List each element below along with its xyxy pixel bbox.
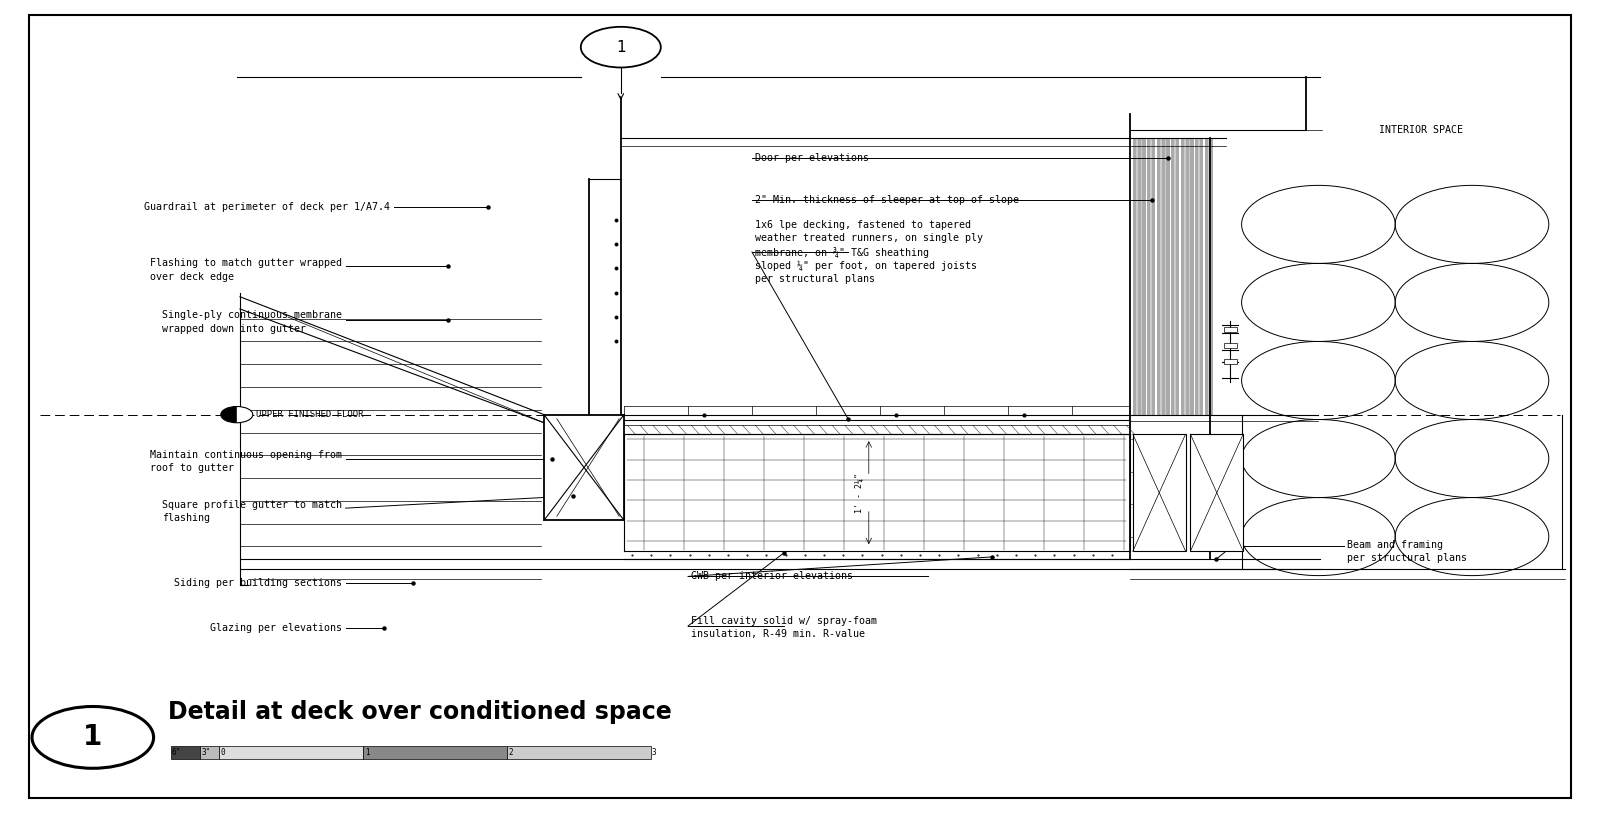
- Text: Flashing to match gutter wrapped
over deck edge: Flashing to match gutter wrapped over de…: [150, 259, 342, 281]
- Circle shape: [581, 27, 661, 67]
- Text: Single-ply continuous membrane
wrapped down into gutter: Single-ply continuous membrane wrapped d…: [163, 311, 342, 333]
- Text: INTERIOR SPACE: INTERIOR SPACE: [1379, 125, 1464, 135]
- Bar: [1190, 434, 1243, 551]
- Bar: [363, 746, 507, 759]
- Bar: [1224, 343, 1237, 348]
- Text: Guardrail at perimeter of deck per 1/A7.4: Guardrail at perimeter of deck per 1/A7.…: [144, 202, 390, 212]
- Text: 1: 1: [83, 724, 102, 751]
- Text: Door per elevations: Door per elevations: [755, 153, 869, 163]
- Bar: [507, 746, 651, 759]
- Bar: [1133, 434, 1186, 551]
- Text: Detail at deck over conditioned space: Detail at deck over conditioned space: [168, 699, 672, 724]
- Circle shape: [221, 406, 253, 423]
- Bar: [1224, 359, 1237, 364]
- Text: GWB per interior elevations: GWB per interior elevations: [691, 572, 853, 581]
- Wedge shape: [221, 406, 237, 423]
- Text: 3: 3: [651, 748, 656, 758]
- Text: Beam and framing
per structural plans: Beam and framing per structural plans: [1347, 540, 1467, 563]
- Bar: [200, 746, 219, 759]
- Text: UPPER FINISHED FLOOR: UPPER FINISHED FLOOR: [256, 410, 363, 420]
- Text: Square profile gutter to match
flashing: Square profile gutter to match flashing: [163, 500, 342, 523]
- Text: Maintain continuous opening from
roof to gutter: Maintain continuous opening from roof to…: [150, 450, 342, 473]
- Text: Glazing per elevations: Glazing per elevations: [210, 623, 342, 633]
- Text: 2" Min. thickness of sleeper at top of slope: 2" Min. thickness of sleeper at top of s…: [755, 195, 1019, 205]
- Text: Fill cavity solid w/ spray-foam
insulation, R-49 min. R-value: Fill cavity solid w/ spray-foam insulati…: [691, 616, 877, 639]
- Bar: [1224, 327, 1237, 332]
- Circle shape: [32, 706, 154, 768]
- Bar: [219, 746, 363, 759]
- Text: 1' - 2¼": 1' - 2¼": [854, 472, 864, 513]
- Text: 2: 2: [509, 748, 514, 758]
- Bar: [171, 746, 200, 759]
- Text: 1: 1: [365, 748, 370, 758]
- Text: 6": 6": [171, 748, 181, 758]
- Text: 0: 0: [221, 748, 226, 758]
- Bar: [544, 415, 624, 520]
- Text: 1: 1: [616, 40, 626, 54]
- Text: 1x6 lpe decking, fastened to tapered
weather treated runners, on single ply
memb: 1x6 lpe decking, fastened to tapered wea…: [755, 220, 982, 285]
- Text: 3": 3": [202, 748, 211, 758]
- Text: Siding per building sections: Siding per building sections: [174, 578, 342, 588]
